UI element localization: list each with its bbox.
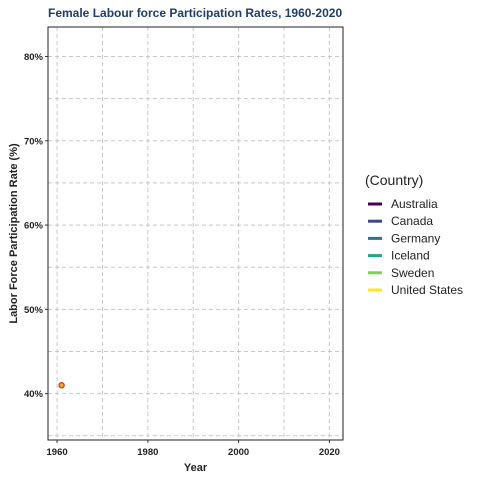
legend-label: United States [391,283,463,297]
grid [48,27,343,440]
data-points [58,382,65,389]
legend-entries: Australia Canada Germany Iceland Sweden Unite… [368,197,463,297]
x-tick-label: 2020 [319,447,340,458]
x-axis-title: Year [184,462,208,474]
legend-title: (Country) [365,172,423,188]
y-tick-label: 70% [24,136,44,147]
legend-label: Germany [391,231,440,245]
x-axis: 1960 1980 2000 2020 [47,440,340,458]
legend-label: Canada [391,214,433,228]
y-tick-label: 50% [24,305,44,316]
y-tick-label: 60% [24,221,44,232]
y-axis: 40% 50% 60% 70% 80% [24,52,48,400]
y-axis-title: Labor Force Participation Rate (%) [8,143,20,324]
legend: (Country) Australia Canada Germany Iceland S… [365,172,463,297]
x-tick-label: 1960 [47,447,68,458]
legend-label: Sweden [391,266,434,280]
legend-label: Iceland [391,249,430,263]
x-tick-label: 1980 [137,447,158,458]
chart-title: Female Labour force Participation Rates,… [48,6,342,20]
data-point [58,382,65,389]
y-tick-label: 40% [24,389,44,400]
x-tick-label: 2000 [228,447,249,458]
y-tick-label: 80% [24,52,44,63]
plot-border [47,26,344,441]
legend-label: Australia [391,197,438,211]
